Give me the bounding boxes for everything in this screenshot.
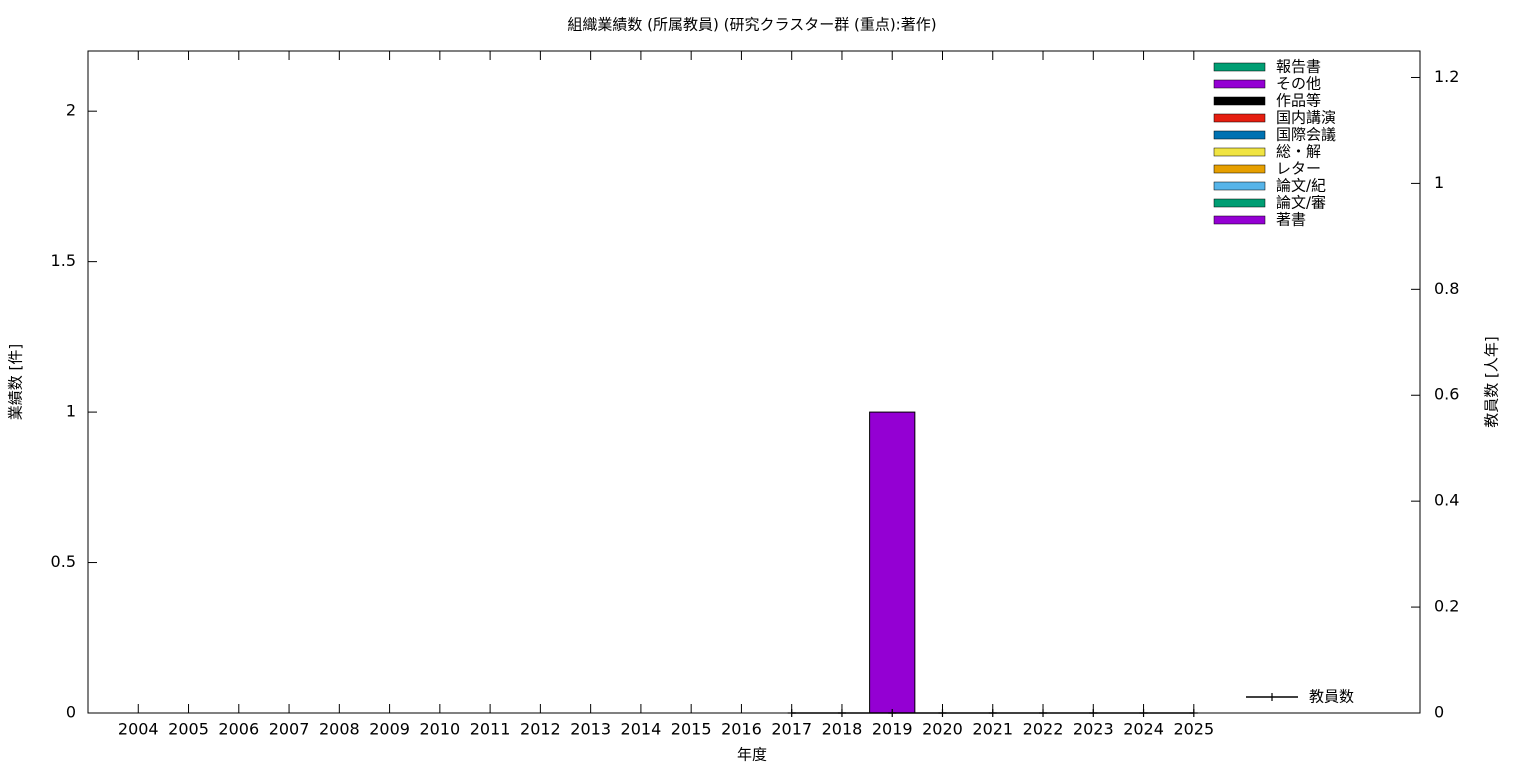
legend-swatch — [1213, 198, 1266, 208]
x-tick-label: 2019 — [872, 720, 913, 739]
y-tick-label: 0.5 — [51, 552, 76, 571]
legend-swatch — [1213, 113, 1266, 123]
legend-swatch — [1213, 215, 1266, 225]
y-tick-label: 1 — [66, 402, 76, 421]
y2-tick-label: 0.6 — [1434, 385, 1459, 404]
x-tick-label: 2014 — [621, 720, 662, 739]
legend-label: 論文/紀 — [1276, 177, 1326, 195]
x-tick-label: 2005 — [168, 720, 209, 739]
x-tick-label: 2009 — [369, 720, 410, 739]
legend-label: 論文/審 — [1276, 194, 1326, 212]
y2-tick-label: 0.2 — [1434, 597, 1459, 616]
x-tick-label: 2015 — [671, 720, 712, 739]
x-tick-label: 2013 — [570, 720, 611, 739]
y2-tick-label: 1 — [1434, 173, 1444, 192]
legend-swatch — [1213, 130, 1266, 140]
legend-label: 作品等 — [1276, 92, 1321, 110]
y-tick-label: 1.5 — [51, 251, 76, 270]
x-tick-label: 2020 — [922, 720, 963, 739]
x-tick-label: 2008 — [319, 720, 360, 739]
legend-label: 著書 — [1276, 211, 1306, 229]
x-tick-label: 2017 — [771, 720, 812, 739]
legend-swatch — [1213, 62, 1266, 72]
x-tick-label: 2023 — [1073, 720, 1114, 739]
legend-swatch — [1213, 79, 1266, 89]
bar — [869, 411, 916, 714]
x-tick-label: 2022 — [1023, 720, 1064, 739]
x-axis-label: 年度 — [737, 746, 767, 764]
legend-label: 教員数 — [1309, 688, 1354, 706]
x-tick-label: 2012 — [520, 720, 561, 739]
x-tick-label: 2016 — [721, 720, 762, 739]
x-tick-label: 2006 — [218, 720, 259, 739]
x-tick-label: 2021 — [972, 720, 1013, 739]
x-tick-label: 2024 — [1123, 720, 1164, 739]
x-tick-label: 2011 — [470, 720, 511, 739]
chart-title: 組織業績数 (所属教員) (研究クラスター群 (重点):著作) — [567, 16, 936, 34]
legend-label: 国内講演 — [1276, 109, 1336, 127]
x-tick-label: 2004 — [118, 720, 159, 739]
x-tick-label: 2007 — [269, 720, 310, 739]
legend-swatch — [1213, 96, 1266, 106]
legend-swatch — [1213, 181, 1266, 191]
legend-label: 報告書 — [1276, 58, 1321, 76]
legend-label: 総・解 — [1276, 143, 1321, 161]
y2-tick-label: 0.4 — [1434, 491, 1459, 510]
y2-tick-label: 0.8 — [1434, 279, 1459, 298]
y2-tick-label: 1.2 — [1434, 67, 1459, 86]
y2-axis-label: 教員数 [人年] — [1483, 336, 1501, 427]
legend-swatch — [1213, 164, 1266, 174]
y-tick-label: 0 — [66, 703, 76, 722]
y2-tick-label: 0 — [1434, 703, 1444, 722]
x-tick-label: 2025 — [1173, 720, 1214, 739]
legend-label: レター — [1276, 160, 1321, 178]
x-tick-label: 2018 — [822, 720, 863, 739]
legend-label: 国際会議 — [1276, 126, 1336, 144]
legend-label: その他 — [1276, 75, 1321, 93]
plot-frame — [87, 50, 1421, 714]
y-tick-label: 2 — [66, 101, 76, 120]
legend-swatch — [1213, 147, 1266, 157]
x-tick-label: 2010 — [419, 720, 460, 739]
y-axis-label: 業績数 [件] — [7, 344, 25, 420]
